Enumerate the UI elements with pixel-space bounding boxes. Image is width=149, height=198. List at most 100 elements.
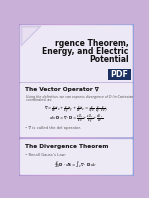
Bar bbox=[119, 24, 120, 176]
Bar bbox=[30, 24, 31, 176]
Bar bbox=[115, 24, 116, 176]
Bar bbox=[128, 24, 129, 176]
Bar bbox=[94, 24, 95, 176]
Bar bbox=[31, 24, 32, 176]
Text: • Recall Gauss’s Law:: • Recall Gauss’s Law: bbox=[25, 153, 66, 157]
Bar bbox=[22, 24, 23, 176]
Bar bbox=[69, 24, 70, 176]
Bar bbox=[68, 24, 69, 176]
Bar bbox=[70, 24, 71, 176]
Bar bbox=[24, 24, 25, 176]
Bar bbox=[60, 24, 61, 176]
Bar bbox=[87, 24, 88, 176]
Bar bbox=[104, 24, 105, 176]
Bar bbox=[111, 24, 112, 176]
Bar bbox=[29, 24, 30, 176]
Bar bbox=[99, 24, 100, 176]
Bar bbox=[58, 24, 59, 176]
FancyBboxPatch shape bbox=[20, 25, 133, 83]
Bar bbox=[78, 24, 79, 176]
Bar bbox=[114, 24, 115, 176]
Bar bbox=[19, 24, 20, 176]
Bar bbox=[63, 24, 64, 176]
Bar bbox=[80, 24, 81, 176]
Bar bbox=[110, 24, 111, 176]
Bar bbox=[101, 24, 102, 176]
FancyBboxPatch shape bbox=[20, 139, 133, 175]
Text: coordinates) as:: coordinates) as: bbox=[26, 98, 52, 102]
Bar bbox=[132, 24, 133, 176]
Bar bbox=[105, 24, 106, 176]
Bar bbox=[112, 24, 113, 176]
Bar bbox=[84, 24, 85, 176]
Bar bbox=[21, 24, 22, 176]
Bar bbox=[120, 24, 121, 176]
Bar bbox=[40, 24, 41, 176]
Text: PDF: PDF bbox=[110, 70, 128, 79]
Bar bbox=[50, 24, 51, 176]
Bar bbox=[55, 24, 56, 176]
Bar bbox=[44, 24, 45, 176]
Bar bbox=[61, 24, 62, 176]
Bar bbox=[125, 24, 126, 176]
Bar bbox=[113, 24, 114, 176]
Bar bbox=[46, 24, 47, 176]
Bar bbox=[103, 24, 104, 176]
Bar bbox=[122, 24, 123, 176]
Bar bbox=[107, 24, 108, 176]
Bar bbox=[71, 24, 72, 176]
Bar bbox=[86, 24, 87, 176]
Bar bbox=[57, 24, 58, 176]
Bar bbox=[76, 24, 77, 176]
Text: $\oint_S \mathbf{D}\cdot d\mathbf{S} = \int_v \nabla\cdot\mathbf{D}\,dv$: $\oint_S \mathbf{D}\cdot d\mathbf{S} = \… bbox=[54, 159, 98, 170]
Bar bbox=[25, 24, 26, 176]
Text: • ∇ is called the del operator.: • ∇ is called the del operator. bbox=[25, 126, 81, 130]
Text: rgence Theorem,: rgence Theorem, bbox=[55, 38, 129, 48]
Bar bbox=[102, 24, 103, 176]
Bar bbox=[88, 24, 89, 176]
Bar bbox=[123, 24, 124, 176]
Bar bbox=[66, 24, 67, 176]
Bar bbox=[62, 24, 63, 176]
Bar bbox=[20, 24, 21, 176]
Bar bbox=[41, 24, 42, 176]
Bar bbox=[51, 24, 52, 176]
Bar bbox=[45, 24, 46, 176]
Bar bbox=[109, 24, 110, 176]
Text: The Vector Operator ∇: The Vector Operator ∇ bbox=[25, 88, 99, 92]
FancyBboxPatch shape bbox=[108, 69, 131, 80]
Bar bbox=[117, 24, 118, 176]
Bar bbox=[124, 24, 125, 176]
Polygon shape bbox=[22, 28, 38, 43]
Text: Energy, and Electric: Energy, and Electric bbox=[42, 47, 129, 56]
Bar bbox=[89, 24, 90, 176]
Bar bbox=[67, 24, 68, 176]
Bar bbox=[36, 24, 37, 176]
Bar bbox=[129, 24, 130, 176]
Bar bbox=[27, 24, 28, 176]
Text: $\nabla = \frac{\partial}{\partial x}\hat{a}_x + \frac{\partial}{\partial y}\hat: $\nabla = \frac{\partial}{\partial x}\ha… bbox=[44, 104, 108, 115]
FancyBboxPatch shape bbox=[20, 83, 133, 137]
Bar bbox=[131, 24, 132, 176]
Bar bbox=[23, 24, 24, 176]
Bar bbox=[74, 24, 75, 176]
Bar bbox=[98, 24, 99, 176]
Bar bbox=[121, 24, 122, 176]
Bar bbox=[26, 24, 27, 176]
Polygon shape bbox=[21, 26, 41, 46]
Bar bbox=[39, 24, 40, 176]
Bar bbox=[38, 24, 39, 176]
Bar bbox=[97, 24, 98, 176]
Bar bbox=[52, 24, 53, 176]
Bar bbox=[37, 24, 38, 176]
Bar bbox=[54, 24, 55, 176]
Bar bbox=[127, 24, 128, 176]
Bar bbox=[75, 24, 76, 176]
Bar bbox=[118, 24, 119, 176]
Bar bbox=[72, 24, 73, 176]
Bar bbox=[92, 24, 93, 176]
Bar bbox=[35, 24, 36, 176]
Bar bbox=[43, 24, 44, 176]
Bar bbox=[49, 24, 50, 176]
Bar bbox=[130, 24, 131, 176]
